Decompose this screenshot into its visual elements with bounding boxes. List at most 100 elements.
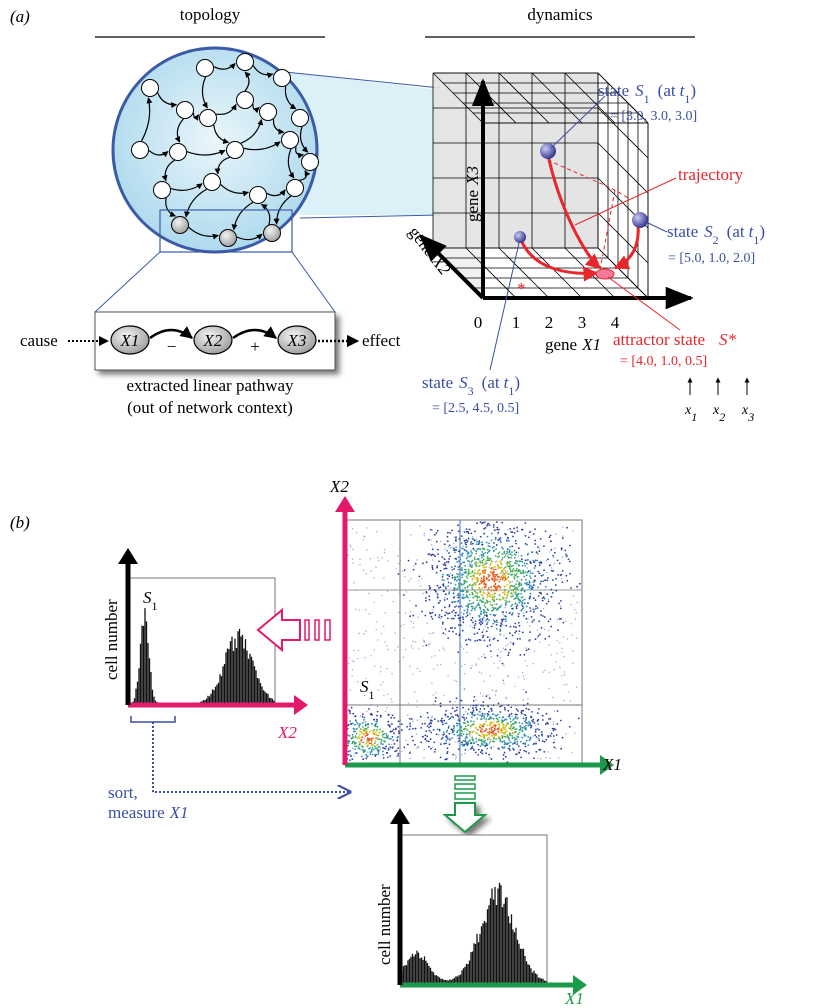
cell-dot — [530, 562, 532, 564]
state-label: stateS3(att1) — [422, 373, 520, 398]
cell-dot — [436, 734, 438, 736]
cell-dot — [378, 689, 379, 690]
cell-dot — [483, 723, 484, 724]
cell-dot — [553, 724, 554, 725]
cell-dot — [450, 713, 452, 715]
text-part: 1 — [369, 688, 375, 702]
cell-dot — [500, 728, 502, 730]
cell-dot — [495, 691, 496, 692]
cell-dot — [570, 604, 571, 605]
cell-dot — [444, 599, 446, 601]
cell-dot — [507, 565, 509, 567]
cell-dot — [398, 730, 400, 732]
cell-dot — [354, 731, 356, 733]
cell-dot — [376, 734, 378, 736]
cell-dot — [511, 608, 513, 610]
network-node — [170, 144, 187, 161]
cell-dot — [466, 551, 468, 553]
cell-dot — [475, 553, 477, 555]
cell-dot — [518, 583, 520, 585]
cell-dot — [562, 527, 563, 528]
cell-dot — [368, 738, 370, 740]
cell-dot — [537, 546, 539, 548]
cell-dot — [483, 578, 485, 580]
cell-dot — [480, 612, 482, 614]
cell-dot — [498, 717, 500, 719]
cell-dot — [483, 717, 485, 719]
cell-dot — [439, 730, 441, 732]
cell-dot — [465, 541, 466, 542]
cell-dot — [472, 617, 474, 619]
cell-dot — [391, 698, 392, 699]
cell-dot — [505, 645, 506, 646]
cell-dot — [522, 602, 524, 604]
cell-dot — [493, 600, 495, 602]
cell-dot — [490, 650, 492, 652]
cell-dot — [481, 600, 483, 602]
cell-dot — [474, 625, 476, 627]
cell-dot — [576, 586, 578, 588]
cell-dot — [525, 660, 526, 661]
cell-dot — [475, 565, 477, 567]
cell-dot — [357, 738, 359, 740]
cell-dot — [510, 626, 512, 628]
text-part: ) — [759, 222, 765, 241]
cell-dot — [478, 588, 480, 590]
cell-dot — [501, 719, 503, 721]
cell-dot — [520, 741, 522, 743]
cell-dot — [445, 740, 447, 742]
cell-dot — [546, 560, 547, 561]
cell-dot — [474, 714, 476, 716]
cell-dot — [503, 758, 505, 760]
cell-dot — [515, 583, 517, 585]
cell-dot — [362, 746, 364, 748]
cell-dot — [503, 568, 505, 570]
cell-dot — [517, 595, 519, 597]
cell-dot — [386, 668, 387, 669]
cell-dot — [517, 576, 519, 578]
cell-dot — [527, 744, 529, 746]
cell-dot — [517, 710, 519, 712]
cell-dot — [496, 586, 498, 588]
cell-dot — [404, 569, 406, 571]
cell-dot — [461, 555, 463, 557]
cell-dot — [472, 724, 474, 726]
cell-dot — [468, 537, 469, 538]
cell-dot — [505, 638, 507, 640]
cell-dot — [504, 589, 506, 591]
cell-dot — [459, 620, 461, 622]
cell-dot — [429, 730, 430, 731]
cell-dot — [561, 578, 562, 579]
cell-dot — [374, 577, 375, 578]
cell-dot — [543, 671, 544, 672]
cell-dot — [481, 577, 483, 579]
cell-dot — [456, 580, 458, 582]
cell-dot — [512, 581, 513, 582]
cell-dot — [495, 729, 496, 730]
text-part: 3 — [468, 384, 474, 398]
cell-dot — [363, 569, 364, 570]
cell-dot — [426, 735, 428, 737]
cell-dot — [479, 622, 481, 624]
cell-dot — [488, 592, 490, 594]
leader-line — [646, 222, 667, 232]
text-part: measure — [108, 803, 165, 822]
cell-dot — [441, 616, 443, 618]
cell-dot — [493, 638, 495, 640]
cell-dot — [360, 715, 361, 716]
cell-dot — [514, 588, 516, 590]
cell-dot — [544, 670, 545, 671]
cell-dot — [450, 627, 452, 629]
cell-dot — [461, 612, 462, 613]
cell-dot — [533, 743, 535, 745]
cell-dot — [438, 561, 440, 563]
cell-dot — [540, 593, 542, 595]
cell-dot — [491, 727, 493, 729]
cell-dot — [488, 543, 490, 545]
cell-dot — [554, 739, 555, 740]
cell-dot — [480, 727, 481, 728]
cell-dot — [428, 585, 430, 587]
cell-dot — [400, 560, 401, 561]
cell-dot — [558, 757, 559, 758]
cell-dot — [447, 738, 449, 740]
